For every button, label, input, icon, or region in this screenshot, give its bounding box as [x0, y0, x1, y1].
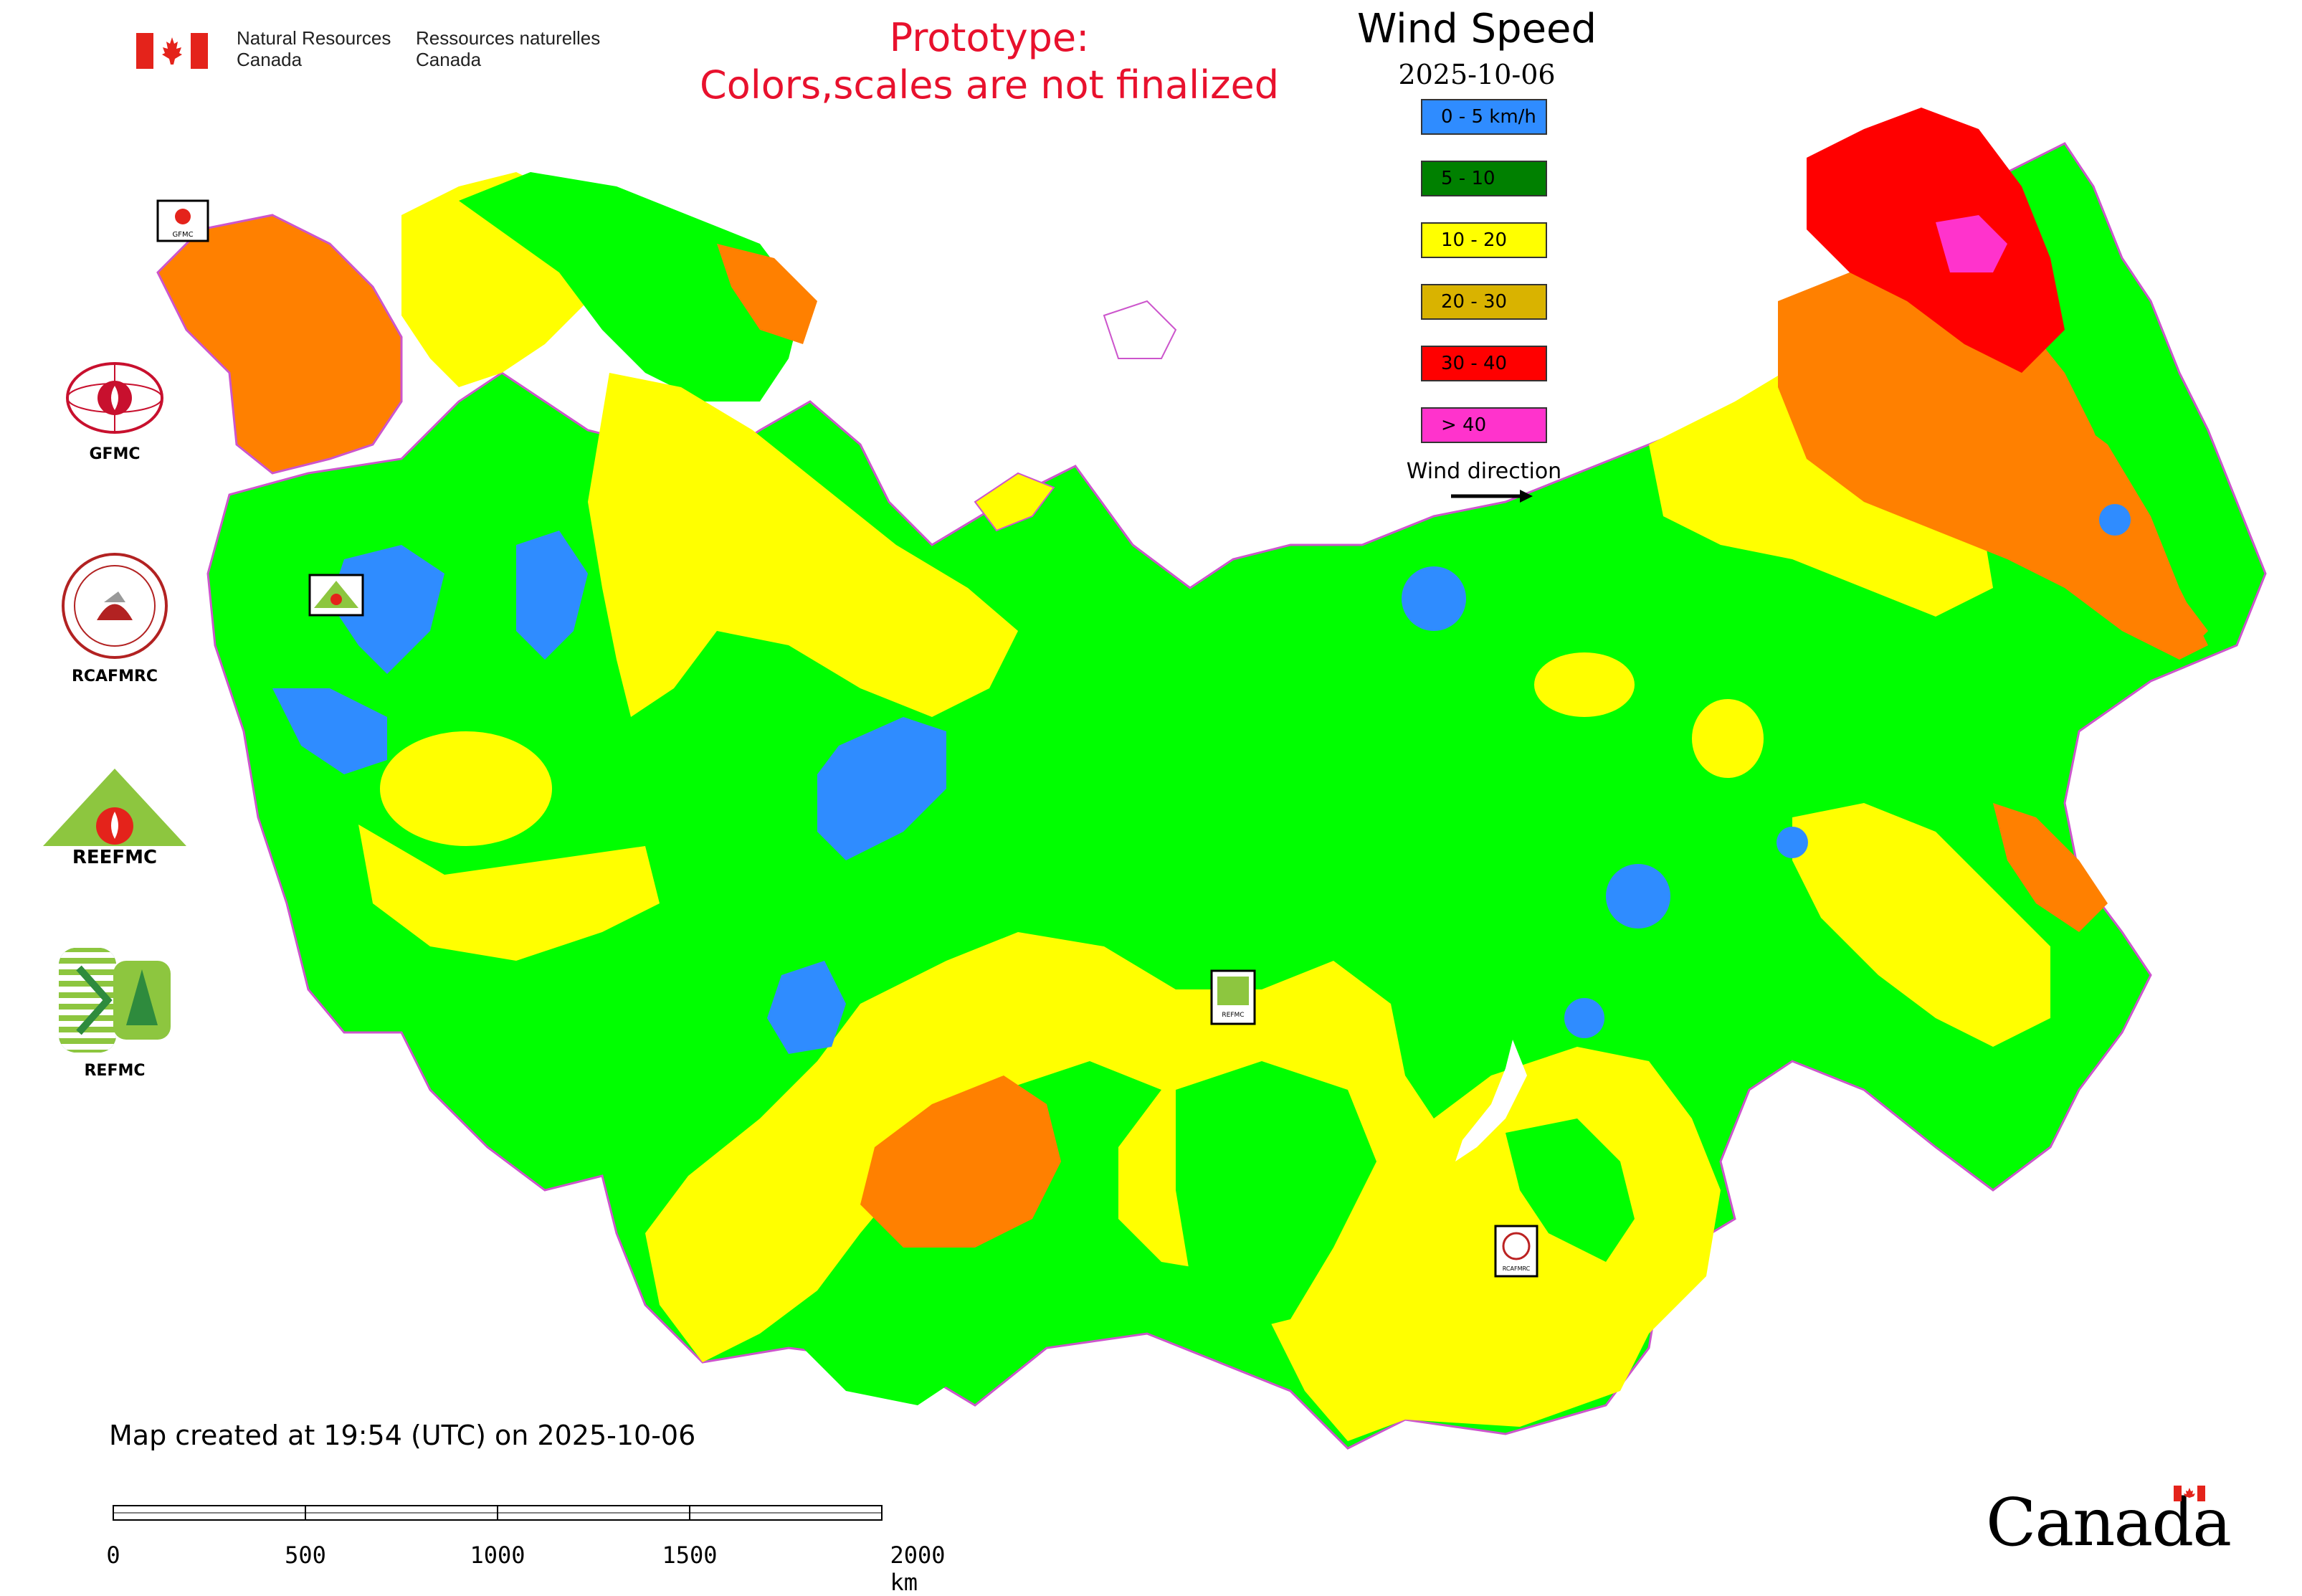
refmc-logo-icon: [59, 948, 171, 1053]
scale-label-1000: 1000: [470, 1542, 525, 1569]
prototype-notice: Prototype: Colors,scales are not finaliz…: [700, 15, 1279, 108]
scale-bar-graphic: [113, 1505, 883, 1521]
kola-orange: [717, 244, 817, 344]
map-marker-refmc: REFMC: [1210, 969, 1256, 1025]
logo-refmc: REFMC: [36, 946, 194, 1080]
blue-region: [272, 688, 387, 774]
logo-gfmc: GFMC: [36, 358, 194, 463]
svg-text:REFMC: REFMC: [1222, 1012, 1244, 1019]
lake-baikal: [1455, 1040, 1527, 1162]
blue-spot: [2099, 504, 2131, 536]
scale-label-500: 500: [285, 1542, 326, 1569]
rcafmrc-logo-icon: [62, 553, 168, 659]
svg-text:GFMC: GFMC: [172, 231, 193, 239]
yellow-band-west: [358, 825, 660, 961]
svg-text:REEFMC: REEFMC: [72, 847, 157, 868]
yellow-blob: [1534, 652, 1635, 717]
map-marker-reefmc: [308, 574, 364, 617]
legend-item-0-5: 0 - 5 km/h: [1421, 99, 1547, 135]
scale-bar: 0 500 1000 1500 2000 km: [106, 1498, 968, 1596]
gfmc-logo-icon: [66, 362, 163, 434]
legend-item-10-20: 10 - 20: [1421, 222, 1547, 258]
south-green-mid: [1176, 1061, 1376, 1334]
wind-direction-label: Wind direction: [1406, 459, 1562, 484]
blue-spot: [1402, 566, 1466, 631]
svg-text:RCAFMRC: RCAFMRC: [1503, 1265, 1531, 1272]
se-yellow: [1792, 803, 2050, 1047]
yellow-blob: [380, 731, 552, 846]
legend-item-5-10: 5 - 10: [1421, 161, 1547, 196]
map-marker-rcafmrc: RCAFMRC: [1494, 1225, 1538, 1278]
kola: [459, 172, 803, 402]
legend-item-20-30: 20 - 30: [1421, 284, 1547, 320]
blue-region: [817, 717, 946, 860]
map-creation-timestamp: Map created at 19:54 (UTC) on 2025-10-06: [109, 1420, 696, 1451]
scandinavia: [156, 214, 403, 475]
north-yellow-band: [588, 373, 1018, 717]
sakhalin: [1993, 803, 2108, 932]
kamchatka: [2050, 402, 2208, 660]
logo-reefmc: REEFMC: [36, 767, 194, 871]
scale-label-1500: 1500: [662, 1542, 718, 1569]
canada-flag-icon: [136, 33, 208, 69]
scale-label-0: 0: [106, 1542, 120, 1569]
legend-date: 2025-10-06: [1398, 59, 1556, 90]
south-green-mongolia: [1506, 1118, 1635, 1262]
wind-direction-arrow-icon: [1451, 490, 1533, 503]
canada-wordmark: Canada: [1986, 1484, 2232, 1561]
blue-region: [767, 961, 846, 1054]
scale-label-2000: 2000 km: [890, 1542, 946, 1596]
island: [974, 472, 1055, 532]
map-marker-gfmc: GFMC: [156, 199, 209, 242]
government-signature: Natural Resources Canada Ressources natur…: [136, 27, 624, 79]
yellow-blob: [1692, 699, 1764, 778]
canada-wordmark-flag-icon: [2174, 1486, 2205, 1501]
legend-item-over-40: > 40: [1421, 407, 1547, 443]
island: [1103, 300, 1177, 359]
south-orange: [860, 1075, 1061, 1248]
south-green-kaz: [803, 1291, 961, 1405]
legend: Wind Speed 2025-10-06 0 - 5 km/h 5 - 10 …: [1319, 0, 1692, 516]
blue-spot: [1777, 827, 1808, 858]
reefmc-logo-icon: REEFMC: [36, 769, 194, 868]
legend-title: Wind Speed: [1356, 6, 1597, 52]
blue-region: [516, 531, 588, 660]
dept-name-fr: Ressources naturelles Canada: [416, 27, 601, 70]
fareast-magenta: [1936, 215, 2007, 272]
dept-name-en: Natural Resources Canada: [237, 27, 391, 70]
blue-spot: [1564, 998, 1604, 1038]
fareast-red: [1807, 108, 2065, 373]
logo-rcafmrc: RCAFMRC: [36, 552, 194, 685]
blue-spot: [1606, 864, 1670, 928]
legend-item-30-40: 30 - 40: [1421, 346, 1547, 381]
